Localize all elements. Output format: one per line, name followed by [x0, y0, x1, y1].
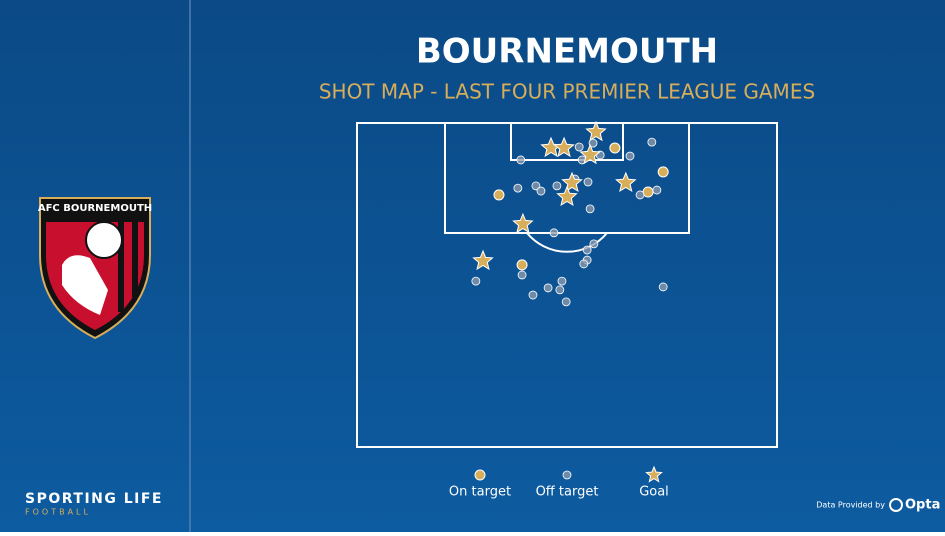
- shot-marker: [642, 186, 654, 198]
- shot-marker: [471, 276, 481, 286]
- legend-marker: [474, 469, 486, 481]
- shot-marker: [531, 181, 541, 191]
- shot-marker: [588, 138, 598, 148]
- crest-stripe: [118, 222, 124, 312]
- brand-sub: FOOTBALL: [25, 508, 91, 517]
- goal-marker: [561, 171, 583, 193]
- shot-marker: [517, 270, 527, 280]
- shot-marker: [609, 142, 621, 154]
- legend-label: Goal: [639, 485, 669, 500]
- chart-title: BOURNEMOUTH: [416, 32, 718, 72]
- legend-marker: [645, 465, 663, 483]
- penalty-arc: [526, 232, 608, 253]
- goal-marker: [472, 249, 494, 271]
- shot-marker: [528, 290, 538, 300]
- shot-marker: [652, 185, 662, 195]
- shot-marker: [579, 259, 589, 269]
- provider-logo: [889, 498, 903, 512]
- legend-label: Off target: [536, 485, 599, 500]
- crest-head: [62, 255, 108, 315]
- crest-ball: [85, 221, 123, 259]
- crest-text: AFC BOURNEMOUTH: [38, 203, 152, 214]
- crest-stripe: [132, 222, 138, 297]
- goal-marker: [512, 212, 534, 234]
- shot-marker: [549, 228, 559, 238]
- brand: SPORTING LIFE: [25, 491, 163, 507]
- shot-marker: [589, 239, 599, 249]
- shot-marker: [585, 204, 595, 214]
- shot-marker: [513, 183, 523, 193]
- goal-marker: [556, 185, 578, 207]
- credit: Data Provided by: [816, 501, 885, 510]
- shot-marker: [658, 282, 668, 292]
- shot-marker: [583, 177, 593, 187]
- shot-marker: [552, 181, 562, 191]
- shot-marker: [516, 155, 526, 165]
- shot-marker: [543, 283, 553, 293]
- goal-marker: [585, 120, 607, 142]
- shot-marker: [625, 151, 635, 161]
- provider: Opta: [905, 498, 940, 513]
- goal-marker: [579, 143, 601, 165]
- shot-marker: [555, 285, 565, 295]
- shot-marker: [657, 166, 669, 178]
- chart-subtitle: SHOT MAP - LAST FOUR PREMIER LEAGUE GAME…: [319, 80, 815, 104]
- goal-marker: [615, 171, 637, 193]
- shot-marker: [647, 137, 657, 147]
- pitch: [356, 122, 778, 448]
- six-yard-box: [510, 122, 624, 161]
- goal-marker: [553, 136, 575, 158]
- shot-marker: [493, 189, 505, 201]
- shot-marker: [561, 297, 571, 307]
- crest: AFC BOURNEMOUTH: [38, 197, 152, 340]
- legend-marker: [562, 470, 572, 480]
- shot-marker: [635, 190, 645, 200]
- shot-marker: [516, 259, 528, 271]
- shot-marker: [582, 245, 592, 255]
- legend-label: On target: [449, 485, 511, 500]
- shot-marker: [536, 186, 546, 196]
- shot-marker: [557, 276, 567, 286]
- shot-marker: [574, 142, 584, 152]
